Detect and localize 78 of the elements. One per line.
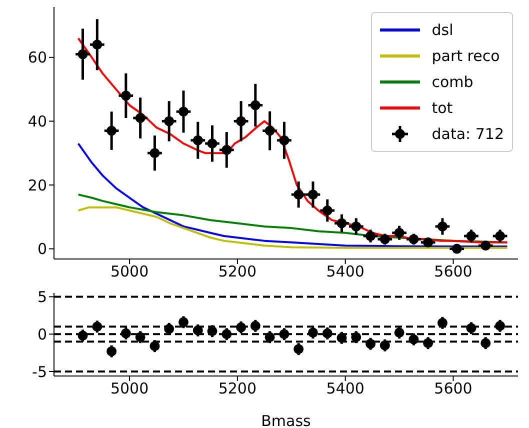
point [308,328,318,338]
point [279,135,290,146]
point [192,135,203,146]
point [394,228,404,238]
point [495,320,506,331]
point [336,332,347,343]
point [351,221,362,232]
point [408,334,419,344]
x-tick-label: 5600 [434,380,472,398]
x-tick-label: 5400 [326,380,364,398]
point [466,323,476,334]
point [380,234,390,244]
point [423,338,434,348]
point [366,338,376,349]
point [394,328,404,338]
point [366,231,376,242]
point [423,237,434,248]
y-tick-label: 0 [37,325,47,344]
point [264,126,275,136]
point [236,322,246,332]
point [207,326,218,336]
point [322,328,332,338]
point [135,113,146,124]
point [236,116,246,126]
y-tick-label: 0 [37,240,47,258]
point [466,231,476,242]
point [437,221,448,232]
point [322,206,332,216]
point [437,318,448,328]
point [150,341,160,352]
point [294,344,304,354]
point [480,240,491,251]
point [480,338,491,348]
point [92,322,102,332]
point [150,148,160,158]
point [308,190,318,200]
x-tick-label: 5000 [110,380,149,398]
y-tick-label: -5 [32,362,47,381]
point [120,90,131,101]
point [164,116,174,126]
point [78,49,88,60]
point [78,330,88,341]
y-tick-label: 60 [28,48,47,67]
point [294,190,304,200]
point [222,329,232,340]
y-tick-label: 5 [37,288,47,306]
point [250,320,260,331]
x-axis-title: Bmass [261,412,312,428]
x-tick-label: 5400 [326,262,364,281]
point [120,328,131,338]
legend-label: dsl [432,21,454,39]
y-tick-label: 40 [28,112,47,131]
point [106,126,117,136]
x-tick-label: 5200 [218,262,257,281]
legend-label: data: 712 [432,125,504,143]
legend-label: part reco [432,47,500,65]
x-tick-label: 5600 [434,262,472,281]
x-tick-label: 5200 [218,380,257,398]
point [264,332,275,342]
point [380,340,390,350]
line-series [77,206,508,249]
point [222,144,232,155]
point [106,346,117,356]
point [351,332,362,342]
point [92,40,102,50]
y-tick-label: 20 [28,176,47,194]
legend-label: comb [432,73,474,91]
point [495,231,506,242]
point [250,100,260,110]
point [178,106,188,117]
point [192,325,203,336]
point [178,317,188,328]
point [164,324,174,334]
x-tick-label: 5000 [110,262,149,281]
point [135,332,146,342]
point [452,244,462,254]
legend-label: tot [432,99,453,117]
point [279,329,290,340]
